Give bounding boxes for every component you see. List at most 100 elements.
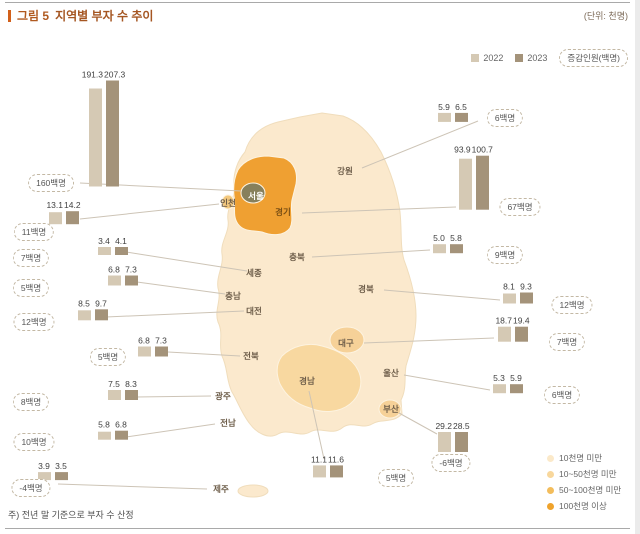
map-label-jeonbuk: 전북 <box>243 351 259 361</box>
region-bars-jeonbuk: 6.8 7.3 <box>137 335 168 356</box>
bar-2023-gwangju <box>124 390 138 400</box>
map-legend-label: 100천명 이상 <box>559 501 607 511</box>
value-2023-chungbuk: 5.8 <box>450 233 462 244</box>
leader-line-chungnam <box>136 281 226 295</box>
bar-2022-daegu <box>497 327 511 342</box>
change-pill-gwangju: 8백명 <box>12 393 50 411</box>
value-2022-gyeonggi: 93.9 <box>454 144 471 155</box>
map-label-daejeon: 대전 <box>246 306 262 316</box>
footnote: 주) 전년 말 기준으로 부자 수 산정 <box>8 510 134 520</box>
leader-line-gangwon <box>361 120 479 169</box>
change-pill-busan: -6백명 <box>431 454 471 472</box>
change-pill-seoul: 160백명 <box>28 174 74 192</box>
map-label-daegu: 대구 <box>338 338 354 348</box>
change-pill-chungnam: 5백명 <box>12 279 50 297</box>
region-bars-busan: 29.2 28.5 <box>435 421 470 452</box>
map-label-jeonnam: 전남 <box>220 418 236 428</box>
leader-line-incheon <box>79 203 220 220</box>
bar-2023-gangwon <box>454 112 468 122</box>
change-pill-jeju: -4백명 <box>11 479 51 497</box>
leader-line-daegu <box>363 337 495 344</box>
value-2022-seoul: 191.3 <box>81 69 103 80</box>
map-label-gyeongnam: 경남 <box>299 376 315 386</box>
region-busan <box>378 399 402 419</box>
leader-line-gyeonggi <box>301 206 457 214</box>
map-label-seoul: 서울 <box>248 191 264 201</box>
region-bars-jeju: 3.9 3.5 <box>37 461 68 480</box>
value-2023-sejong: 4.1 <box>115 236 127 246</box>
legend-label-2022: 2022 <box>483 53 504 63</box>
map-label-gyeongbuk: 경북 <box>358 284 374 294</box>
bar-2023-jeonbuk <box>154 346 168 356</box>
value-2022-gangwon: 5.9 <box>438 101 450 112</box>
map-legend-item: 100천명 이상 <box>547 500 621 512</box>
change-pill-gyeongnam: 5백명 <box>377 469 415 487</box>
region-bars-chungbuk: 5.0 5.8 <box>432 233 463 253</box>
legend-swatch-2023 <box>515 54 524 62</box>
bar-2022-chungbuk <box>432 244 446 253</box>
bar-2023-gyeongbuk <box>519 292 533 303</box>
unit-label: (단위: 천명) <box>583 11 628 21</box>
jeju-island <box>237 484 269 498</box>
region-gyeongnam <box>276 343 362 412</box>
map-label-sejong: 세종 <box>246 268 262 278</box>
value-2022-gwangju: 7.5 <box>108 379 120 389</box>
value-2022-sejong: 3.4 <box>98 236 110 246</box>
value-2023-daegu: 19.4 <box>513 315 530 326</box>
bar-2023-incheon <box>65 211 79 224</box>
leader-line-jeonnam <box>125 423 216 438</box>
bar-2022-chungnam <box>107 275 121 285</box>
value-2022-daegu: 18.7 <box>495 315 512 326</box>
change-pill-gyeongbuk: 12백명 <box>551 296 593 314</box>
region-bars-ulsan: 5.3 5.9 <box>492 373 523 393</box>
value-2022-ulsan: 5.3 <box>493 373 505 384</box>
map-legend-dot <box>547 502 554 510</box>
value-2023-gyeonggi: 100.7 <box>471 144 493 155</box>
value-2022-gyeongnam: 11.1 <box>311 454 327 465</box>
change-pill-gangwon: 6백명 <box>486 109 524 127</box>
change-pill-daegu: 7백명 <box>548 333 586 351</box>
change-pill-chungbuk: 9백명 <box>486 246 524 264</box>
value-2023-chungnam: 7.3 <box>125 264 137 275</box>
bar-2023-daejeon <box>94 309 108 320</box>
leader-line-jeju <box>57 483 208 490</box>
change-pill-jeonbuk: 5백명 <box>89 348 127 366</box>
leader-line-gwangju <box>135 395 212 398</box>
page-title: 지역별 부자 수 추이 <box>55 9 154 23</box>
bar-2022-sejong <box>97 247 111 255</box>
leader-line-chungbuk <box>311 249 431 258</box>
bar-2023-seoul <box>105 80 119 186</box>
value-2022-jeonbuk: 6.8 <box>138 335 150 346</box>
value-2022-jeju: 3.9 <box>38 461 50 472</box>
map-legend-dot <box>547 470 554 478</box>
map-label-ulsan: 울산 <box>383 368 399 378</box>
value-2023-gyeongbuk: 9.3 <box>520 281 532 292</box>
value-2023-jeonnam: 6.8 <box>115 419 127 430</box>
region-bars-chungnam: 6.8 7.3 <box>107 264 138 285</box>
value-2023-jeonbuk: 7.3 <box>155 335 167 346</box>
change-pill-gyeonggi: 67백명 <box>499 198 541 216</box>
region-bars-gyeonggi: 93.9 100.7 <box>454 145 493 210</box>
bar-2023-jeonnam <box>114 430 128 440</box>
figure-header: 그림 5 지역별 부자 수 추이 <box>8 7 153 24</box>
legend-swatch-2022 <box>471 54 480 62</box>
bar-2022-jeju <box>37 472 51 480</box>
change-pill-sejong: 7백명 <box>12 249 50 267</box>
bar-2022-jeonbuk <box>137 346 151 356</box>
leader-line-jeonbuk <box>167 351 241 357</box>
map-label-chungbuk: 충북 <box>289 252 305 262</box>
region-bars-daejeon: 8.5 9.7 <box>77 298 108 320</box>
bar-2023-busan <box>454 432 468 452</box>
bar-2022-gwangju <box>107 390 121 400</box>
bar-2022-gangwon <box>437 113 451 122</box>
leader-line-busan <box>398 412 438 435</box>
value-2023-gangwon: 6.5 <box>455 101 467 112</box>
change-pill-jeonnam: 10백명 <box>13 433 55 451</box>
region-bars-gyeongnam: 11.1 11.6 <box>311 454 344 477</box>
value-2022-jeonnam: 5.8 <box>98 419 110 430</box>
bar-2023-sejong <box>114 247 128 255</box>
region-bars-seoul: 191.3 207.3 <box>82 70 125 186</box>
map-legend-item: 50~100천명 미만 <box>547 484 621 496</box>
bar-2023-chungnam <box>124 275 138 285</box>
